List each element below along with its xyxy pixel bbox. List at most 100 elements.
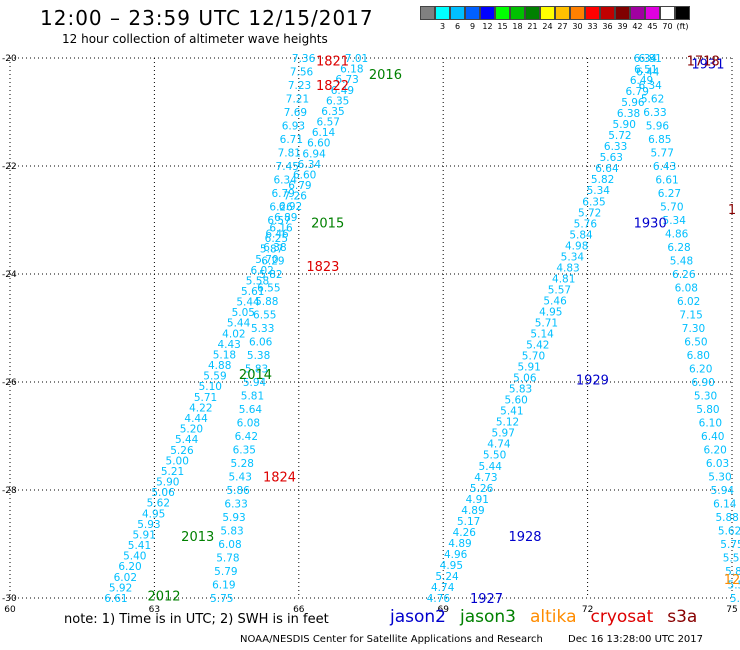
swh-value: 6.38	[263, 242, 286, 254]
swh-value: 5.79	[214, 566, 237, 578]
swh-value: 6.08	[675, 283, 698, 295]
swh-value: 5.83	[509, 384, 532, 396]
satellite-legend-item: jason2	[390, 607, 446, 627]
swh-value: 6.20	[118, 561, 141, 573]
satellite-legend-item: s3a	[667, 607, 698, 627]
pass-label: 12	[724, 573, 740, 588]
swh-value: 6.71	[280, 134, 303, 146]
swh-value: 5.42	[526, 340, 549, 352]
colorbar-label: 18	[512, 22, 523, 31]
swh-value: 5.60	[504, 395, 527, 407]
colorbar-cell	[600, 6, 615, 20]
swh-value: 6.33	[643, 107, 666, 119]
colorbar-cell	[675, 6, 690, 20]
x-tick-label: 75	[726, 605, 737, 615]
colorbar-cell	[495, 6, 510, 20]
satellite-legend-item: altika	[530, 607, 577, 627]
swh-value: 5.91	[517, 362, 540, 374]
x-tick-label: 66	[293, 605, 305, 615]
swh-value: 4.89	[448, 538, 471, 550]
swh-value: 5.96	[646, 121, 670, 133]
swh-value: 4.95	[440, 560, 463, 572]
swh-value: 6.14	[312, 127, 336, 139]
swh-value: 5.56	[728, 580, 740, 592]
x-tick-label: 72	[582, 605, 593, 615]
swh-value: 6.27	[658, 188, 681, 200]
swh-value: 6.28	[667, 242, 690, 254]
swh-value: 5.90	[613, 119, 636, 131]
swh-value: 5.70	[255, 254, 278, 266]
swh-value: 5.44	[236, 297, 260, 309]
swh-value: 4.44	[184, 413, 208, 425]
pass-label: 1930	[634, 217, 667, 232]
swh-value: 6.35	[233, 445, 256, 457]
colorbar-cell	[435, 6, 450, 20]
swh-value: 5.91	[133, 529, 156, 541]
colorbar-cell	[540, 6, 555, 20]
y-tick-label: -22	[2, 162, 17, 172]
swh-value: 6.90	[691, 377, 714, 389]
swh-value: 5.30	[694, 391, 717, 403]
swh-value: 7.69	[284, 107, 307, 119]
swh-value: 5.75	[210, 593, 233, 605]
swh-value: 6.94	[302, 148, 326, 160]
colorbar-cell	[525, 6, 540, 20]
swh-value: 6.44	[636, 67, 660, 79]
colorbar-label: 15	[497, 22, 508, 31]
swh-value: 6.34	[298, 159, 322, 171]
colorbar-cell	[615, 6, 630, 20]
colorbar-label: 42	[632, 22, 643, 31]
pass-label: 2013	[181, 530, 214, 545]
swh-value: 5.88	[255, 296, 278, 308]
colorbar-label: 70	[662, 22, 673, 31]
swh-value: 5.58	[246, 275, 269, 287]
swh-value: 5.40	[123, 551, 146, 563]
swh-value: 6.35	[582, 196, 605, 208]
swh-value: 5.63	[600, 152, 623, 164]
swh-value: 5.14	[530, 329, 554, 341]
swh-value: 7.23	[288, 80, 311, 92]
swh-value: 7.30	[682, 323, 705, 335]
swh-value: 6.34	[274, 175, 298, 187]
swh-value: 4.22	[189, 402, 212, 414]
swh-value: 5.82	[259, 269, 282, 281]
swh-value: 6.02	[677, 296, 700, 308]
swh-value: 6.02	[114, 572, 137, 584]
swh-value: 5.06	[513, 373, 537, 385]
swh-value: 5.72	[608, 130, 631, 142]
colorbar-cell	[450, 6, 465, 20]
y-tick-label: -26	[2, 378, 17, 388]
colorbar-cell	[420, 6, 435, 20]
swh-value: 6.79	[626, 86, 649, 98]
swh-value: 6.20	[689, 364, 712, 376]
swh-value: 5.87	[260, 244, 283, 256]
pass-label: 1929	[576, 373, 609, 388]
swh-value: 5.24	[435, 571, 459, 583]
swh-value: 5.59	[203, 371, 226, 383]
swh-value: 6.81	[638, 53, 661, 65]
swh-value: 5.44	[227, 318, 251, 330]
colorbar-cell	[510, 6, 525, 20]
swh-value: 5.72	[578, 207, 601, 219]
swh-value: 5.93	[222, 512, 245, 524]
x-tick-label: 69	[437, 605, 449, 615]
swh-value: 5.75	[720, 539, 740, 551]
swh-value: 4.95	[142, 508, 165, 520]
swh-value: 6.03	[706, 458, 729, 470]
colorbar-cell	[465, 6, 480, 20]
pass-label: 1931	[691, 57, 724, 72]
swh-value: 4.89	[461, 505, 484, 517]
swh-value: 4.81	[552, 273, 575, 285]
swh-value: 5.46	[543, 295, 567, 307]
y-tick-label: -30	[2, 594, 17, 604]
colorbar-label: 3	[439, 22, 446, 31]
swh-value: 6.61	[104, 593, 127, 605]
swh-value: 5.44	[479, 461, 503, 473]
pass-label: 2016	[369, 68, 402, 83]
swh-value: 6.43	[653, 161, 676, 173]
swh-value: 5.30	[708, 472, 731, 484]
colorbar-label: 45	[647, 22, 658, 31]
swh-value: 6.06	[249, 337, 273, 349]
swh-value: 5.90	[156, 477, 179, 489]
swh-value: 6.55	[253, 310, 276, 322]
